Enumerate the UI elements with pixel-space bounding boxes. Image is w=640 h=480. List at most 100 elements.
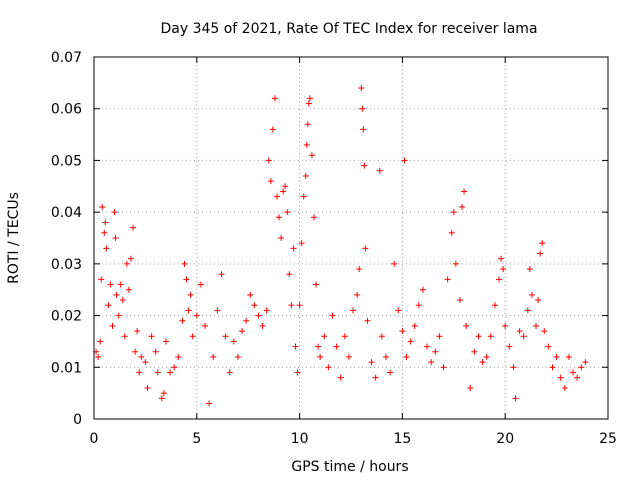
data-point: [113, 291, 120, 298]
data-point: [356, 266, 363, 273]
data-point: [506, 343, 513, 350]
data-point: [308, 152, 315, 159]
data-point: [226, 369, 233, 376]
data-point: [440, 364, 447, 371]
data-point: [487, 333, 494, 340]
data-point: [448, 229, 455, 236]
data-point: [444, 276, 451, 283]
data-point: [358, 85, 365, 92]
data-point: [230, 338, 237, 345]
data-point: [171, 364, 178, 371]
data-point: [189, 333, 196, 340]
data-point: [255, 312, 262, 319]
data-point: [415, 302, 422, 309]
data-point: [535, 297, 542, 304]
x-tick-label: 0: [90, 431, 99, 447]
data-point: [304, 121, 311, 128]
data-point: [321, 333, 328, 340]
data-point: [148, 333, 155, 340]
data-point: [179, 317, 186, 324]
data-point: [368, 359, 375, 366]
data-point: [300, 193, 307, 200]
data-point: [152, 348, 159, 355]
y-tick-label: 0: [73, 412, 82, 428]
data-point: [459, 203, 466, 210]
data-point: [265, 157, 272, 164]
data-point: [372, 374, 379, 381]
data-point: [130, 224, 137, 231]
data-point: [302, 172, 309, 179]
data-point: [561, 384, 568, 391]
data-point: [310, 214, 317, 221]
data-point: [512, 395, 519, 402]
data-point: [99, 203, 106, 210]
data-point: [450, 209, 457, 216]
data-point: [286, 271, 293, 278]
data-point: [95, 353, 102, 360]
x-tick-labels: 0 5 10 15 20 25: [90, 431, 617, 447]
data-point: [407, 338, 414, 345]
data-point: [298, 240, 305, 247]
data-point: [305, 100, 312, 107]
axis-ticks: [93, 56, 609, 420]
data-point: [582, 359, 589, 366]
y-tick-label: 0.07: [51, 50, 82, 66]
data-point: [403, 353, 410, 360]
data-point: [167, 369, 174, 376]
data-point: [491, 302, 498, 309]
data-point: [183, 276, 190, 283]
y-tick-label: 0.05: [51, 153, 82, 169]
data-point: [197, 281, 204, 288]
data-point: [553, 353, 560, 360]
y-tick-label: 0.04: [51, 205, 82, 221]
data-point: [502, 322, 509, 329]
data-point: [362, 245, 369, 252]
data-point: [306, 95, 313, 102]
data-point: [103, 245, 110, 252]
data-point: [109, 322, 116, 329]
data-point: [376, 167, 383, 174]
data-point: [296, 302, 303, 309]
data-point: [138, 353, 145, 360]
data-point: [350, 307, 357, 314]
data-point: [276, 214, 283, 221]
data-point: [115, 312, 122, 319]
data-point: [284, 209, 291, 216]
data-point: [545, 343, 552, 350]
data-point: [142, 359, 149, 366]
data-point: [419, 286, 426, 293]
data-point: [461, 188, 468, 195]
data-point: [524, 307, 531, 314]
data-point: [424, 343, 431, 350]
data-point: [271, 95, 278, 102]
data-point: [98, 276, 105, 283]
data-point: [500, 266, 507, 273]
x-tick-label: 15: [393, 431, 411, 447]
data-point: [181, 260, 188, 267]
data-point: [132, 348, 139, 355]
data-point: [317, 353, 324, 360]
data-point: [539, 240, 546, 247]
data-point: [160, 390, 167, 397]
data-point: [578, 364, 585, 371]
data-point: [185, 307, 192, 314]
data-point: [290, 245, 297, 252]
data-point: [359, 105, 366, 112]
data-point: [292, 343, 299, 350]
data-point: [329, 312, 336, 319]
data-point: [325, 364, 332, 371]
x-tick-label: 25: [599, 431, 617, 447]
data-point: [471, 348, 478, 355]
data-point: [278, 235, 285, 241]
data-point: [452, 260, 459, 267]
data-point: [570, 369, 577, 376]
data-point: [401, 157, 408, 164]
data-point: [128, 255, 135, 262]
data-point: [119, 297, 126, 304]
data-point: [498, 255, 505, 262]
data-point: [303, 141, 310, 148]
data-point: [520, 333, 527, 340]
data-point: [345, 353, 352, 360]
data-point: [111, 209, 118, 216]
